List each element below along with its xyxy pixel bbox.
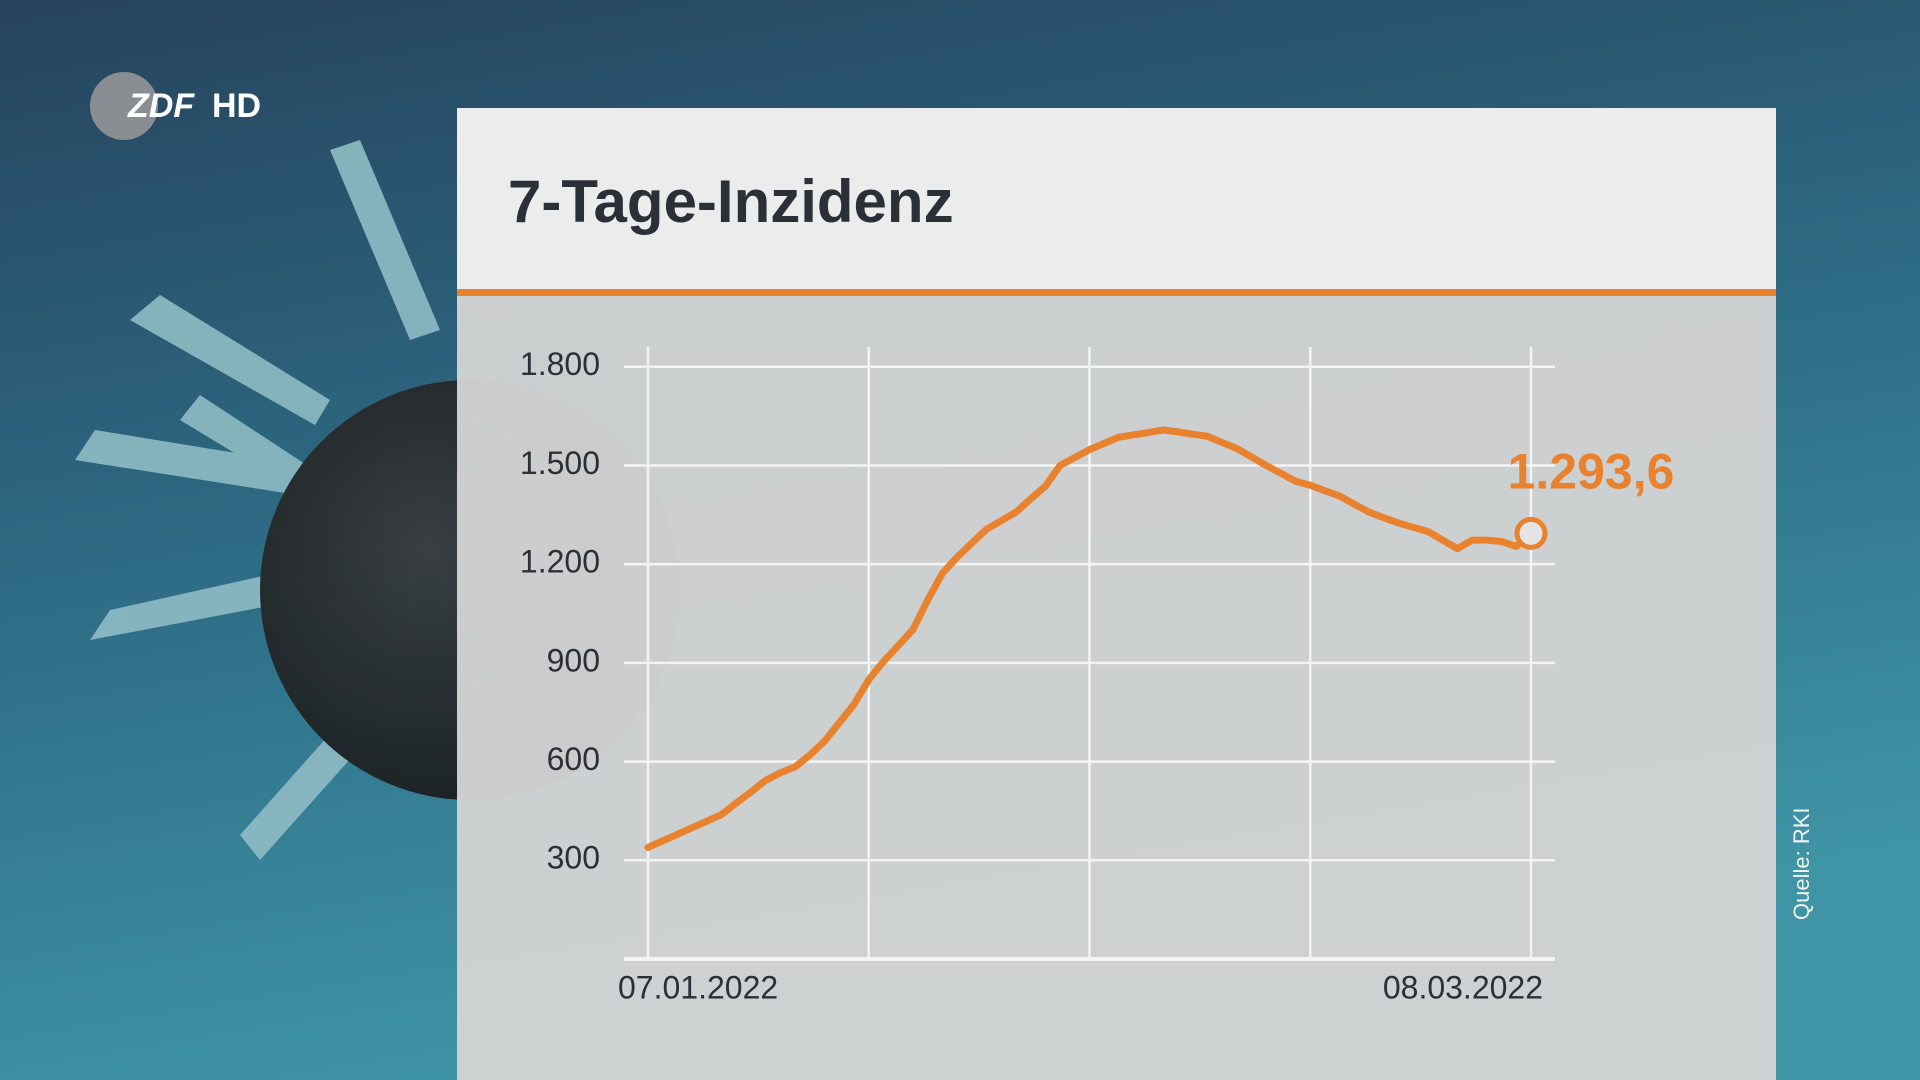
y-tick-label: 1.800 xyxy=(520,346,600,382)
value-label: 1.293,6 xyxy=(1508,444,1675,500)
data-line xyxy=(644,426,1535,851)
x-tick-label: 08.03.2022 xyxy=(1383,969,1543,1005)
logo-channel: ZDF xyxy=(127,87,195,125)
y-tick-label: 1.500 xyxy=(520,445,600,481)
y-tick-label: 1.200 xyxy=(520,544,600,580)
y-tick-label: 900 xyxy=(547,642,600,678)
y-tick-label: 600 xyxy=(547,741,600,777)
end-marker xyxy=(1514,516,1548,550)
chart-title: 7-Tage-Inzidenz xyxy=(508,168,954,235)
logo-disc xyxy=(90,72,158,140)
x-tick-label: 07.01.2022 xyxy=(618,969,778,1005)
logo-suffix: HD xyxy=(212,87,261,125)
plot: 300 600 900 1.200 1.500 1.800 07.01.2022 08.03.… xyxy=(520,346,1674,1005)
channel-logo: ZDF HD xyxy=(90,72,261,140)
header-rule xyxy=(457,289,1776,296)
panel-header xyxy=(457,108,1776,290)
y-tick-label: 300 xyxy=(547,840,600,876)
source-note: Quelle: RKI xyxy=(1789,808,1814,921)
